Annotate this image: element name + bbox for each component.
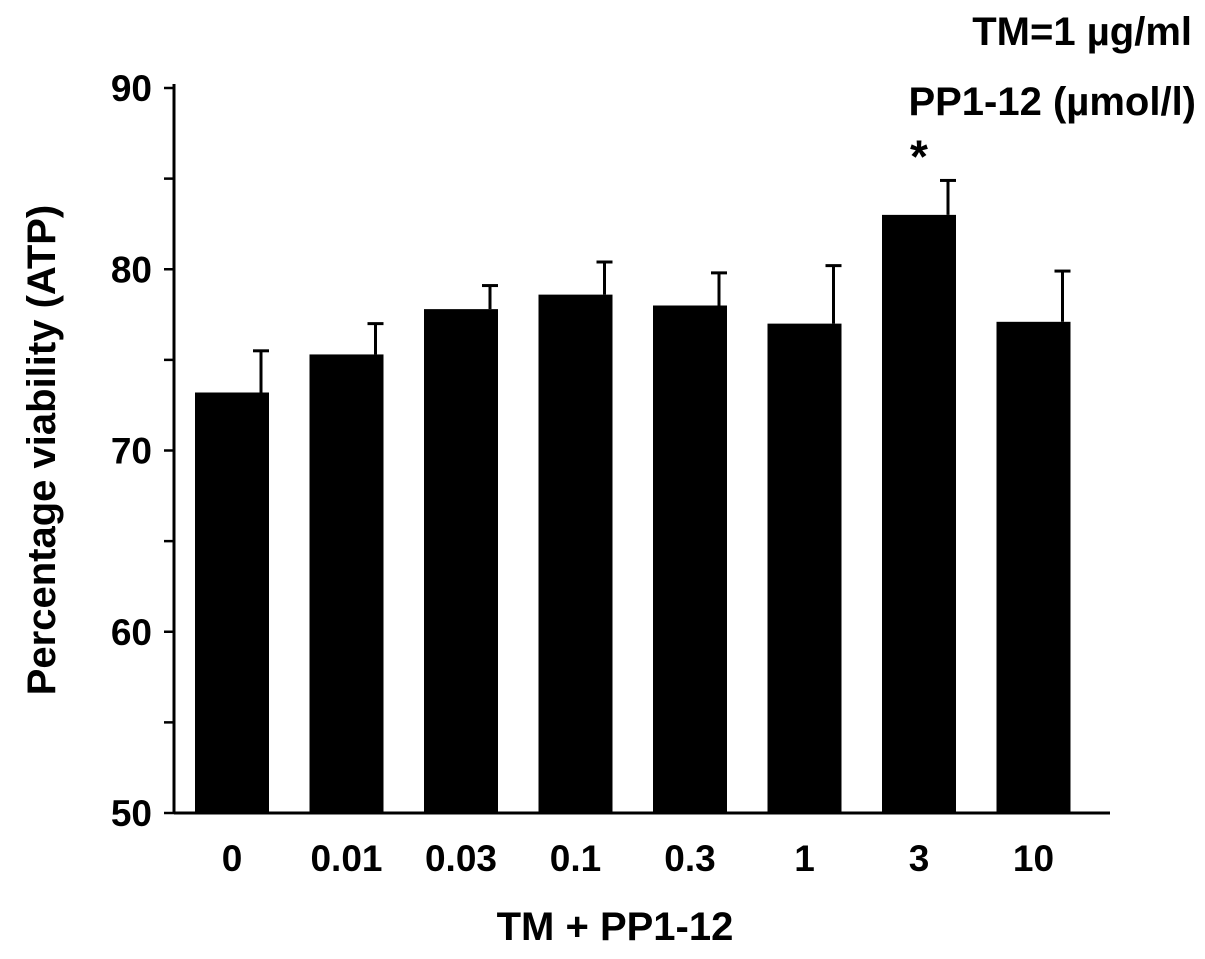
y-axis-title: Percentage viability (ATP) bbox=[20, 205, 64, 696]
x-axis-title: TM + PP1-12 bbox=[497, 905, 734, 949]
y-tick-label: 70 bbox=[111, 431, 152, 472]
y-tick-label: 60 bbox=[111, 612, 152, 653]
bar-10 bbox=[996, 321, 1071, 813]
bar-0 bbox=[195, 392, 269, 813]
y-tick-label: 50 bbox=[111, 793, 152, 834]
bar-1 bbox=[767, 323, 842, 813]
error-bars bbox=[253, 178, 1071, 393]
bars bbox=[195, 214, 1071, 813]
y-tick-label: 90 bbox=[111, 68, 152, 109]
x-tick-label: 10 bbox=[1013, 838, 1054, 879]
annotation-pp1-units: PP1-12 (µmol/l) bbox=[908, 80, 1196, 124]
x-tick-label: 0.01 bbox=[310, 838, 382, 879]
y-tick-label: 80 bbox=[111, 249, 152, 290]
x-tick-label: 0 bbox=[222, 838, 243, 879]
bar-0.03 bbox=[424, 309, 498, 813]
annotation-tm-dose: TM=1 µg/ml bbox=[972, 10, 1192, 54]
bar-0.3 bbox=[653, 305, 727, 813]
bar-0.1 bbox=[538, 294, 613, 813]
x-tick-label: 0.3 bbox=[664, 838, 715, 879]
bar-0.01 bbox=[309, 354, 384, 813]
x-tick-label: 0.1 bbox=[550, 838, 601, 879]
x-tick-label: 3 bbox=[909, 838, 930, 879]
significance-marker: * bbox=[910, 130, 928, 182]
x-tick-label: 0.03 bbox=[425, 838, 497, 879]
labels: 50 60 70 80 90 0 0.01 0.03 0.1 0.3 1 * 3 10 TM + PP1-1… bbox=[20, 10, 1196, 949]
axes bbox=[164, 84, 1110, 815]
x-tick-label: 1 bbox=[794, 838, 815, 879]
bar-3 bbox=[882, 214, 956, 813]
